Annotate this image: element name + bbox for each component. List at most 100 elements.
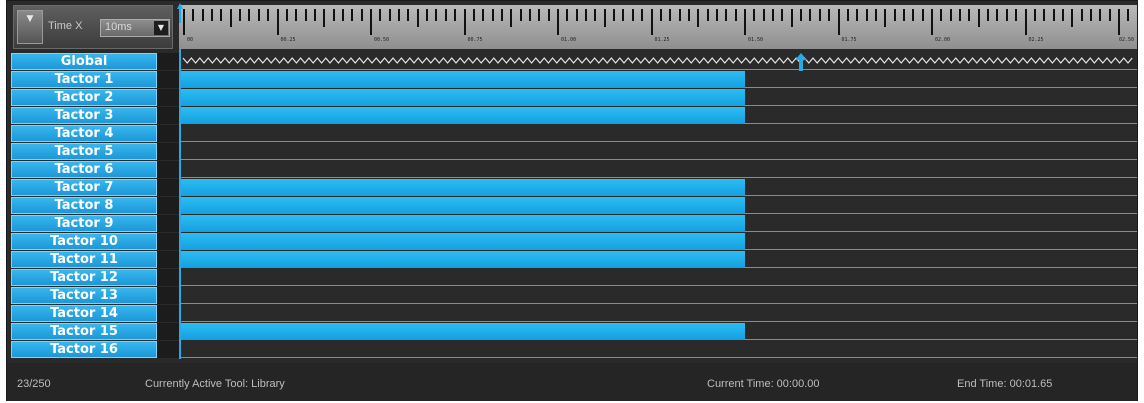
tactor-track[interactable] — [181, 161, 1137, 178]
effect-block[interactable] — [181, 323, 746, 340]
ruler-tick — [594, 9, 597, 21]
ruler-tick — [1127, 9, 1130, 21]
effect-block[interactable] — [181, 71, 746, 88]
tactor-track[interactable] — [181, 269, 1137, 286]
ruler-tick — [641, 9, 644, 21]
ruler-tick — [1108, 9, 1111, 21]
effect-block[interactable] — [181, 233, 746, 250]
track-label[interactable]: Tactor 8 — [11, 197, 157, 214]
ruler-tick — [566, 9, 569, 21]
track-gutter — [157, 305, 179, 322]
global-track[interactable] — [181, 53, 1137, 70]
track-label[interactable]: Tactor 11 — [11, 251, 157, 268]
tactor-track[interactable] — [181, 107, 1137, 124]
track-gutter — [157, 161, 179, 178]
track-gutter — [157, 287, 179, 304]
ruler-tick — [444, 9, 447, 21]
ruler-tick — [183, 9, 185, 35]
track-label[interactable]: Tactor 7 — [11, 179, 157, 196]
tactor-track[interactable] — [181, 215, 1137, 232]
effect-block[interactable] — [181, 107, 746, 124]
track-label[interactable]: Tactor 9 — [11, 215, 157, 232]
tactor-track[interactable] — [181, 179, 1137, 196]
tactor-track[interactable] — [181, 143, 1137, 160]
ruler-tick — [622, 9, 625, 21]
ruler-tick — [603, 9, 606, 27]
effect-block[interactable] — [181, 251, 746, 268]
effect-block[interactable] — [181, 89, 746, 106]
tactor-track[interactable] — [181, 251, 1137, 268]
ruler-tick — [323, 9, 326, 27]
tactor-track[interactable] — [181, 323, 1137, 340]
ruler-tick — [1005, 9, 1008, 21]
track-label[interactable]: Tactor 10 — [11, 233, 157, 250]
track-label[interactable]: Global — [11, 53, 157, 70]
tactor-track[interactable] — [181, 233, 1137, 250]
ruler-tick — [931, 9, 933, 35]
ruler-tick — [500, 9, 503, 21]
zoom-value: 10ms — [105, 21, 132, 33]
ruler-tick — [510, 9, 513, 27]
ruler-tick — [1033, 9, 1036, 21]
track-label[interactable]: Tactor 15 — [11, 323, 157, 340]
ruler-label: 01.50 — [748, 37, 764, 43]
track-gutter — [157, 71, 179, 88]
global-waveform — [182, 57, 1133, 64]
track-label[interactable]: Tactor 1 — [11, 71, 157, 88]
triangle-down-icon: ▼ — [26, 14, 34, 24]
track-label[interactable]: Tactor 16 — [11, 341, 157, 358]
time-axis-label: Time X — [48, 20, 83, 32]
ruler-tick — [1118, 9, 1120, 35]
ruler-tick — [772, 9, 775, 21]
track-label[interactable]: Tactor 5 — [11, 143, 157, 160]
effect-block[interactable] — [181, 215, 746, 232]
collapse-button[interactable]: ▼ — [17, 10, 43, 44]
tactor-track[interactable] — [181, 197, 1137, 214]
chevron-down-icon[interactable]: ▼ — [154, 21, 168, 35]
tactor-track[interactable] — [181, 71, 1137, 88]
track-gutter — [157, 197, 179, 214]
tactor-track[interactable] — [181, 125, 1137, 142]
ruler-tick — [977, 9, 980, 27]
tactor-track[interactable] — [181, 287, 1137, 304]
track-label[interactable]: Tactor 6 — [11, 161, 157, 178]
ruler-tick — [388, 9, 391, 21]
effect-block[interactable] — [181, 197, 746, 214]
playhead-handle-icon[interactable] — [177, 3, 183, 23]
track-label[interactable]: Tactor 2 — [11, 89, 157, 106]
ruler-tick — [360, 9, 363, 21]
ruler-tick — [987, 9, 990, 21]
track-label[interactable]: Tactor 14 — [11, 305, 157, 322]
ruler-tick — [968, 9, 971, 21]
ruler-tick — [715, 9, 718, 21]
ruler-tick — [790, 9, 793, 27]
ruler-tick — [865, 9, 868, 21]
ruler-tick — [1061, 9, 1064, 21]
zoom-select[interactable]: 10ms ▼ — [100, 19, 170, 37]
ruler-tick — [267, 9, 270, 21]
ruler-tick — [248, 9, 251, 21]
track-label[interactable]: Tactor 12 — [11, 269, 157, 286]
current-time: Current Time: 00:00.00 — [707, 378, 820, 390]
ruler-tick — [435, 9, 438, 21]
effect-block[interactable] — [181, 179, 746, 196]
time-ruler[interactable]: 00 00.25 00.50 00.75 01.00 01.25 01.50 01.75 02.… — [179, 5, 1137, 49]
status-bar: 23/250 Currently Active Tool: Library Cu… — [7, 363, 1137, 401]
ruler-tick — [912, 9, 915, 21]
ruler-tick — [463, 9, 466, 35]
track-label[interactable]: Tactor 3 — [11, 107, 157, 124]
ruler-tick — [818, 9, 821, 21]
playhead-line[interactable] — [179, 49, 181, 359]
ruler-tick — [800, 9, 803, 21]
global-marker-icon[interactable] — [795, 53, 807, 71]
ruler-tick — [528, 9, 531, 21]
track-label[interactable]: Tactor 13 — [11, 287, 157, 304]
track-label[interactable]: Tactor 4 — [11, 125, 157, 142]
tactor-track[interactable] — [181, 341, 1137, 358]
ruler-tick — [341, 9, 344, 21]
track-gutter — [157, 53, 179, 70]
ruler-tick — [379, 9, 382, 21]
track-gutter — [157, 323, 179, 340]
tactor-track[interactable] — [181, 305, 1137, 322]
tactor-track[interactable] — [181, 89, 1137, 106]
